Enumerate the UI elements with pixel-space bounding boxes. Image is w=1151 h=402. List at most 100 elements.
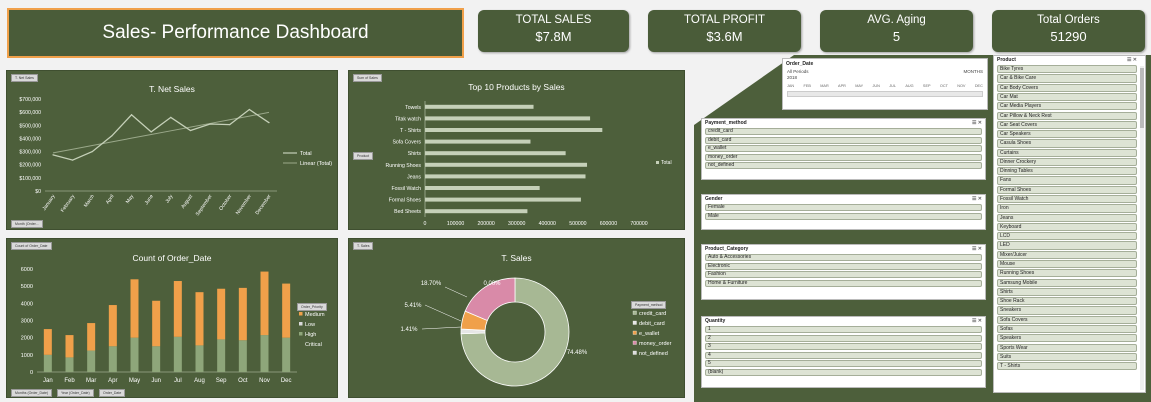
bar-high xyxy=(173,336,182,372)
slicer-clear-icon[interactable]: ☰ ✕ xyxy=(971,196,982,202)
slicer-item[interactable]: Car Seat Covers xyxy=(997,120,1137,129)
timeline-month[interactable]: JUN xyxy=(872,84,880,88)
chart-axis-tag[interactable]: Month (Order... xyxy=(11,220,43,228)
slicer-item[interactable]: money_order xyxy=(705,153,982,161)
slicer-clear-icon[interactable]: ☰ ✕ xyxy=(971,120,982,126)
x-tick-label: May xyxy=(129,378,140,384)
x-tick-label: Jan xyxy=(43,378,53,384)
slicer-item[interactable]: Male xyxy=(705,212,982,220)
chart-axis-tag[interactable]: Year (Order_Date) xyxy=(57,389,94,397)
slicer-item[interactable]: Sofa Covers xyxy=(997,315,1137,324)
slicer-item[interactable]: Curtains xyxy=(997,148,1137,157)
slicer-item[interactable]: Electronic xyxy=(705,262,982,270)
timeline-month[interactable]: DEC xyxy=(974,84,983,88)
slicer-item[interactable]: (blank) xyxy=(705,368,982,376)
chart-field-tag[interactable]: Count of Order_Date xyxy=(11,242,52,250)
timeline-level[interactable]: MONTHS xyxy=(963,69,984,74)
slicer-item[interactable]: not_defined xyxy=(705,162,982,170)
slicer-item[interactable]: Running Shoes xyxy=(997,269,1137,278)
y-tick-label: 1000 xyxy=(21,353,33,359)
slicer-item[interactable]: Car & Bike Care xyxy=(997,74,1137,83)
slicer-item[interactable]: 5 xyxy=(705,360,982,368)
chart-field-tag[interactable]: T. Sales xyxy=(353,242,374,250)
slicer-item[interactable]: 2 xyxy=(705,334,982,342)
product-slicer-scrollbar[interactable] xyxy=(1140,66,1144,390)
slicer-item[interactable]: LCD xyxy=(997,232,1137,241)
slicer-item[interactable]: Shoe Rack xyxy=(997,297,1137,306)
x-tick-label: January xyxy=(42,193,57,211)
slicer-item[interactable]: Casula Shoes xyxy=(997,139,1137,148)
slicer-item[interactable]: T - Shirts xyxy=(997,362,1137,371)
slicer-item[interactable]: Formal Shoes xyxy=(997,185,1137,194)
chart-axis-tag[interactable]: Months (Order_Date) xyxy=(11,389,53,397)
slicer-item[interactable]: Samsung Mobile xyxy=(997,278,1137,287)
timeline-month[interactable]: JAN xyxy=(787,84,795,88)
slicer-item[interactable]: Iron xyxy=(997,204,1137,213)
slicer-item[interactable]: Car Mat xyxy=(997,92,1137,102)
slicer-item[interactable]: 4 xyxy=(705,351,982,359)
legend-filter-tag[interactable]: Order_Priority xyxy=(297,303,327,311)
slicer-clear-icon[interactable]: ☰ ✕ xyxy=(971,246,982,252)
slicer-item[interactable]: Female xyxy=(705,204,982,212)
slicer-item[interactable]: Sofas xyxy=(997,324,1137,334)
slicer-item[interactable]: Home & Furniture xyxy=(705,279,982,287)
slicer-item[interactable]: Keyboard xyxy=(997,222,1137,232)
kpi-label: TOTAL PROFIT xyxy=(684,14,765,26)
timeline-month[interactable]: OCT xyxy=(939,84,948,88)
slicer-item[interactable]: debit_card xyxy=(705,136,982,144)
chart-filter-tag[interactable]: Product xyxy=(353,152,374,160)
slicer-item[interactable]: Sports Wear xyxy=(997,343,1137,352)
slicer-item[interactable]: Mixer/Juicer xyxy=(997,250,1137,259)
timeline-month[interactable]: NOV xyxy=(957,84,966,88)
slicer-item[interactable]: Bike Tyres xyxy=(997,65,1137,74)
timeline-month[interactable]: APR xyxy=(838,84,846,88)
slicer-item[interactable]: LED xyxy=(997,241,1137,250)
slicer-item[interactable]: e_wallet xyxy=(705,145,982,153)
timeline-month[interactable]: JUL xyxy=(889,84,896,88)
slicer-item[interactable]: Jeans xyxy=(997,213,1137,222)
slicer-item[interactable]: Fossil Watch xyxy=(997,195,1137,204)
legend-swatch xyxy=(299,312,303,316)
slicer-item[interactable]: Suits xyxy=(997,352,1137,361)
chart-field-tag[interactable]: Sum of Sales xyxy=(353,74,382,82)
slicer-item[interactable]: Sneakers xyxy=(997,306,1137,315)
timeline-month[interactable]: SEP xyxy=(922,84,931,88)
y-tick-label: 2000 xyxy=(21,336,33,342)
slicer-item[interactable]: Dinning Tables xyxy=(997,167,1137,176)
line-chart-svg: $0 $100,000 $200,000 $300,000 $400,000 $500,0… xyxy=(19,97,332,217)
slicer-item[interactable]: Fashion xyxy=(705,271,982,279)
legend-swatch xyxy=(632,350,637,355)
slicer-item[interactable]: Auto & Accessories xyxy=(705,254,982,262)
timeline-scrollbar[interactable] xyxy=(787,91,983,97)
timeline-month[interactable]: MAR xyxy=(820,84,829,88)
slicer-title: Payment_method xyxy=(705,120,747,126)
y-tick-label: $400,000 xyxy=(19,136,41,142)
chart-field-tag[interactable]: T. Net Sales xyxy=(11,74,38,82)
slicer-clear-icon[interactable]: ☰ ✕ xyxy=(971,318,982,324)
slicer-item[interactable]: Fans xyxy=(997,176,1137,185)
slicer-item[interactable]: Car Pillow & Neck Rest xyxy=(997,111,1137,120)
y-tick-label: 0 xyxy=(30,370,33,376)
data-label: 1.41% xyxy=(400,327,418,333)
slicer-item[interactable]: Shirts xyxy=(997,287,1137,297)
slicer-item[interactable]: 3 xyxy=(705,343,982,351)
timeline-month[interactable]: MAY xyxy=(855,84,864,88)
slicer-item[interactable]: Car Body Covers xyxy=(997,83,1137,92)
bar xyxy=(425,186,540,190)
timeline-month[interactable]: AUG xyxy=(905,84,914,88)
timeline-month[interactable]: FEB xyxy=(803,84,811,88)
slicer-item[interactable]: Speakers xyxy=(997,334,1137,343)
legend-label: credit_card xyxy=(639,311,666,317)
chart-axis-tag[interactable]: Order_Date xyxy=(99,389,126,397)
data-point xyxy=(52,154,54,156)
slicer-item[interactable]: 1 xyxy=(705,326,982,334)
timeline-months[interactable]: JAN FEB MAR APR MAY JUN JUL AUG SEP OCT NOV DEC xyxy=(783,84,987,88)
slicer-item[interactable]: Mouse xyxy=(997,260,1137,269)
order-date-timeline[interactable]: Order_Date All Periods MONTHS 2018 JAN FE… xyxy=(782,58,988,110)
slicer-item[interactable]: Car Speakers xyxy=(997,130,1137,139)
legend-filter-tag[interactable]: Payment_method xyxy=(631,301,667,309)
slicer-item[interactable]: Car Media Players xyxy=(997,102,1137,111)
slicer-item[interactable]: credit_card xyxy=(705,128,982,136)
slicer-item[interactable]: Dinner Crockery xyxy=(997,157,1137,167)
slicer-clear-icon[interactable]: ☰ ✕ xyxy=(1126,57,1137,63)
